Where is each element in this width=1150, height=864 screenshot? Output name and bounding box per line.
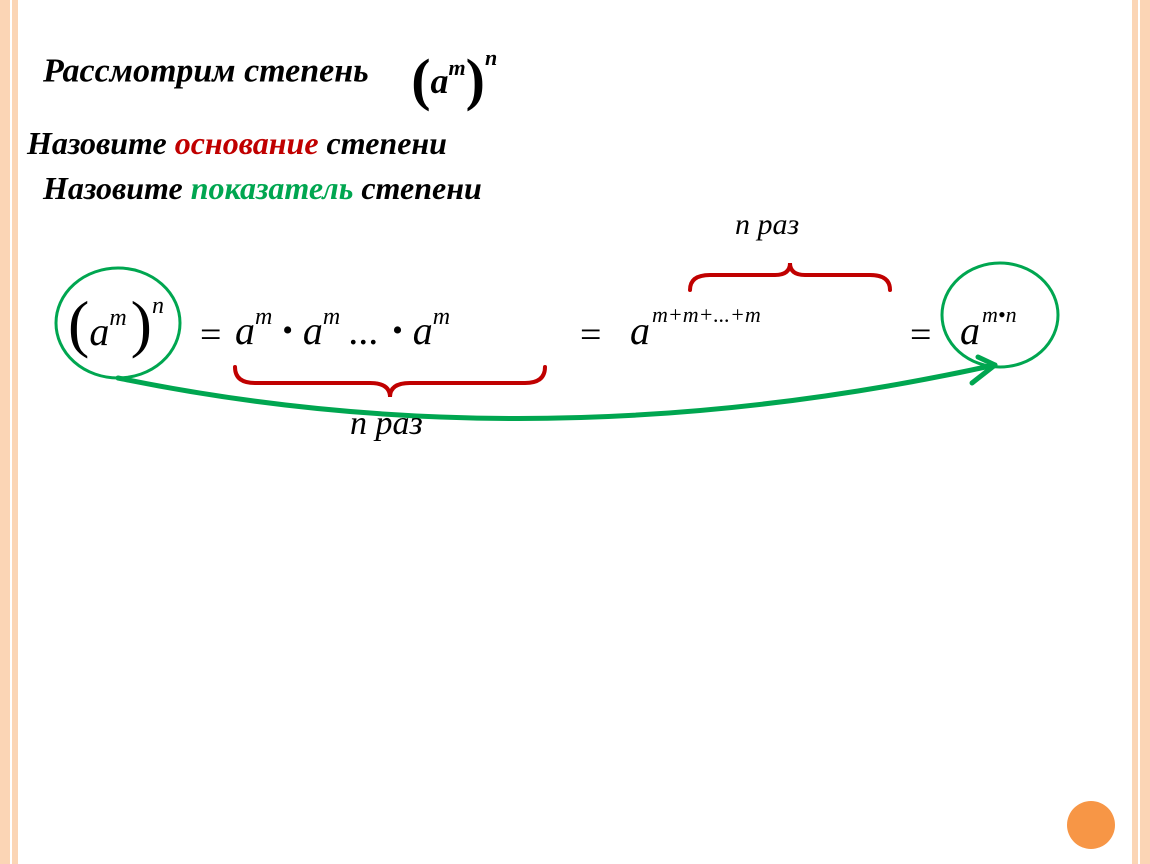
term-result: am•n [960,307,1017,354]
equation-svg [40,255,1100,475]
n-times-bottom: n раз [350,405,423,443]
q-exp-b: показатель [191,170,354,206]
overbrace [690,263,890,290]
title-line: Рассмотрим степень (am)n [43,40,1125,107]
title-formula: (am)n [411,40,497,107]
decor-stripe [1132,0,1138,864]
slide-content: Рассмотрим степень (am)n Назовите основа… [25,40,1125,211]
title-text: Рассмотрим степень [43,52,369,89]
decor-stripe [0,0,10,864]
term-sum: am+m+...+m [630,307,761,354]
decor-stripe [1140,0,1150,864]
q-exp-c: степени [353,170,481,206]
question-exp: Назовите показатель степени [43,170,1125,207]
q-base-a: Назовите [27,125,175,161]
n-times-top: n раз [735,208,799,242]
eq-3: = [910,313,931,357]
arrow-path [118,365,995,418]
q-exp-a: Назовите [43,170,191,206]
underbrace [235,367,545,397]
question-base: Назовите основание степени [27,125,1125,162]
eq-2: = [580,313,601,357]
corner-dot [1067,801,1115,849]
decor-stripe [12,0,18,864]
q-base-c: степени [319,125,447,161]
equation-area: (am)n = am • am ... • am = am+m+...+m = … [40,255,1100,435]
term-lhs: (am)n [68,287,164,361]
eq-1: = [200,313,221,357]
term-expand: am • am ... • am [235,307,450,354]
q-base-b: основание [175,125,319,161]
